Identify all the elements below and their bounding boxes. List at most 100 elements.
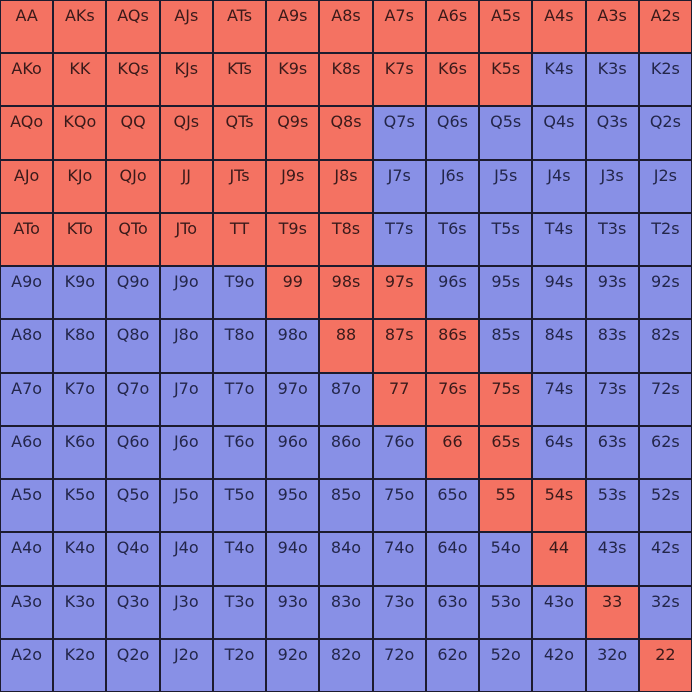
hand-cell-ajs[interactable]: AJs — [160, 1, 212, 53]
hand-cell-k5s[interactable]: K5s — [480, 54, 532, 106]
hand-cell-52s[interactable]: 52s — [639, 480, 691, 532]
hand-cell-a5o[interactable]: A5o — [1, 480, 53, 532]
hand-cell-kqs[interactable]: KQs — [107, 54, 159, 106]
hand-cell-77[interactable]: 77 — [373, 373, 425, 425]
hand-cell-32o[interactable]: 32o — [586, 639, 638, 691]
hand-cell-73o[interactable]: 73o — [373, 586, 425, 638]
hand-cell-j5o[interactable]: J5o — [160, 480, 212, 532]
hand-cell-k8o[interactable]: K8o — [54, 320, 106, 372]
hand-cell-98o[interactable]: 98o — [267, 320, 319, 372]
hand-cell-53s[interactable]: 53s — [586, 480, 638, 532]
hand-cell-kqo[interactable]: KQo — [54, 107, 106, 159]
hand-cell-q4o[interactable]: Q4o — [107, 533, 159, 585]
hand-cell-54o[interactable]: 54o — [480, 533, 532, 585]
hand-cell-62o[interactable]: 62o — [426, 639, 479, 691]
hand-cell-99[interactable]: 99 — [267, 267, 319, 319]
hand-cell-98s[interactable]: 98s — [320, 267, 372, 319]
hand-cell-a4s[interactable]: A4s — [533, 1, 585, 53]
hand-cell-jj[interactable]: JJ — [160, 160, 212, 212]
hand-cell-q8o[interactable]: Q8o — [107, 320, 159, 372]
hand-cell-j5s[interactable]: J5s — [480, 160, 532, 212]
hand-cell-k4s[interactable]: K4s — [533, 54, 585, 106]
hand-cell-j6s[interactable]: J6s — [426, 160, 479, 212]
hand-cell-74s[interactable]: 74s — [533, 373, 585, 425]
hand-cell-qq[interactable]: QQ — [107, 107, 159, 159]
hand-cell-a5s[interactable]: A5s — [480, 1, 532, 53]
hand-cell-t6s[interactable]: T6s — [426, 213, 479, 266]
hand-cell-a7s[interactable]: A7s — [373, 1, 425, 53]
hand-cell-aqo[interactable]: AQo — [1, 107, 53, 159]
hand-cell-k5o[interactable]: K5o — [54, 480, 106, 532]
hand-cell-93s[interactable]: 93s — [586, 267, 638, 319]
hand-cell-42o[interactable]: 42o — [533, 639, 585, 691]
hand-cell-kjs[interactable]: KJs — [160, 54, 212, 106]
hand-cell-t9o[interactable]: T9o — [213, 267, 266, 319]
hand-cell-85o[interactable]: 85o — [320, 480, 372, 532]
hand-cell-j9o[interactable]: J9o — [160, 267, 212, 319]
hand-cell-64o[interactable]: 64o — [426, 533, 479, 585]
hand-cell-72s[interactable]: 72s — [639, 373, 691, 425]
hand-cell-52o[interactable]: 52o — [480, 639, 532, 691]
hand-cell-ats[interactable]: ATs — [213, 1, 266, 53]
hand-cell-qts[interactable]: QTs — [213, 107, 266, 159]
hand-cell-k2s[interactable]: K2s — [639, 54, 691, 106]
hand-cell-t8s[interactable]: T8s — [320, 213, 372, 266]
hand-cell-85s[interactable]: 85s — [480, 320, 532, 372]
hand-cell-a8o[interactable]: A8o — [1, 320, 53, 372]
hand-cell-j7s[interactable]: J7s — [373, 160, 425, 212]
hand-cell-74o[interactable]: 74o — [373, 533, 425, 585]
hand-cell-82o[interactable]: 82o — [320, 639, 372, 691]
hand-cell-j6o[interactable]: J6o — [160, 426, 212, 479]
hand-cell-q5o[interactable]: Q5o — [107, 480, 159, 532]
hand-cell-j8s[interactable]: J8s — [320, 160, 372, 212]
hand-cell-k7s[interactable]: K7s — [373, 54, 425, 106]
hand-cell-75o[interactable]: 75o — [373, 480, 425, 532]
hand-cell-q2s[interactable]: Q2s — [639, 107, 691, 159]
hand-cell-aks[interactable]: AKs — [54, 1, 106, 53]
hand-cell-65o[interactable]: 65o — [426, 480, 479, 532]
hand-cell-t5s[interactable]: T5s — [480, 213, 532, 266]
hand-cell-33[interactable]: 33 — [586, 586, 638, 638]
hand-cell-a4o[interactable]: A4o — [1, 533, 53, 585]
hand-cell-t5o[interactable]: T5o — [213, 480, 266, 532]
hand-cell-a9s[interactable]: A9s — [267, 1, 319, 53]
hand-cell-43o[interactable]: 43o — [533, 586, 585, 638]
hand-cell-66[interactable]: 66 — [426, 426, 479, 479]
hand-cell-42s[interactable]: 42s — [639, 533, 691, 585]
hand-cell-72o[interactable]: 72o — [373, 639, 425, 691]
hand-cell-75s[interactable]: 75s — [480, 373, 532, 425]
hand-cell-q6s[interactable]: Q6s — [426, 107, 479, 159]
hand-cell-88[interactable]: 88 — [320, 320, 372, 372]
hand-cell-kts[interactable]: KTs — [213, 54, 266, 106]
hand-cell-k3s[interactable]: K3s — [586, 54, 638, 106]
hand-cell-96s[interactable]: 96s — [426, 267, 479, 319]
hand-cell-j4o[interactable]: J4o — [160, 533, 212, 585]
hand-cell-q7o[interactable]: Q7o — [107, 373, 159, 425]
hand-cell-83o[interactable]: 83o — [320, 586, 372, 638]
hand-cell-55[interactable]: 55 — [480, 480, 532, 532]
hand-cell-aa[interactable]: AA — [1, 1, 53, 53]
hand-cell-96o[interactable]: 96o — [267, 426, 319, 479]
hand-cell-76o[interactable]: 76o — [373, 426, 425, 479]
hand-cell-87o[interactable]: 87o — [320, 373, 372, 425]
hand-cell-aqs[interactable]: AQs — [107, 1, 159, 53]
hand-cell-k6o[interactable]: K6o — [54, 426, 106, 479]
hand-cell-q8s[interactable]: Q8s — [320, 107, 372, 159]
hand-cell-a3o[interactable]: A3o — [1, 586, 53, 638]
hand-cell-qjo[interactable]: QJo — [107, 160, 159, 212]
hand-cell-q9s[interactable]: Q9s — [267, 107, 319, 159]
hand-cell-tt[interactable]: TT — [213, 213, 266, 266]
hand-cell-94s[interactable]: 94s — [533, 267, 585, 319]
hand-cell-k3o[interactable]: K3o — [54, 586, 106, 638]
hand-cell-t7s[interactable]: T7s — [373, 213, 425, 266]
hand-cell-82s[interactable]: 82s — [639, 320, 691, 372]
hand-cell-64s[interactable]: 64s — [533, 426, 585, 479]
hand-cell-qto[interactable]: QTo — [107, 213, 159, 266]
hand-cell-86o[interactable]: 86o — [320, 426, 372, 479]
hand-cell-k8s[interactable]: K8s — [320, 54, 372, 106]
hand-cell-87s[interactable]: 87s — [373, 320, 425, 372]
hand-cell-t8o[interactable]: T8o — [213, 320, 266, 372]
hand-cell-q3s[interactable]: Q3s — [586, 107, 638, 159]
hand-cell-kto[interactable]: KTo — [54, 213, 106, 266]
hand-cell-qjs[interactable]: QJs — [160, 107, 212, 159]
